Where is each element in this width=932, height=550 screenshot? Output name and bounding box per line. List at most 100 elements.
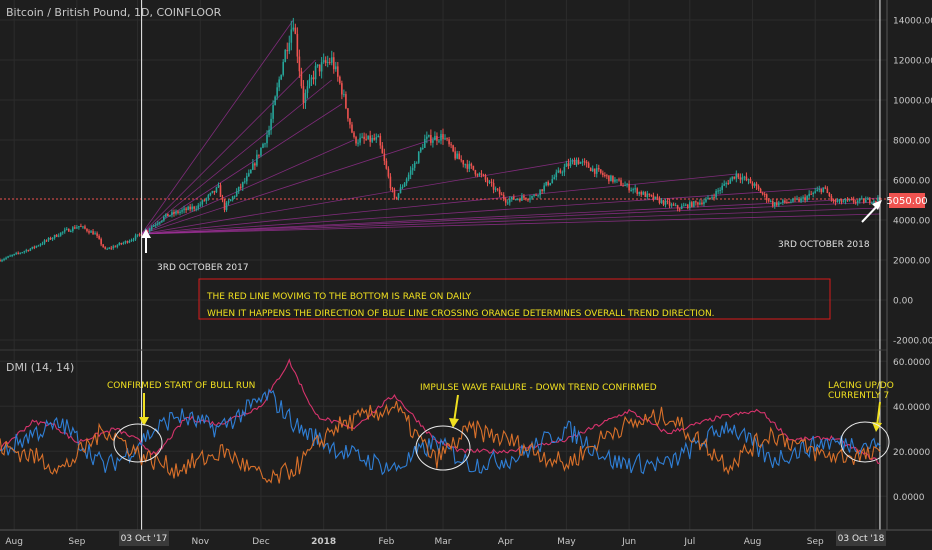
fan-line xyxy=(141,103,343,235)
candle-body xyxy=(424,138,426,148)
time-tick-label: Sep xyxy=(68,537,85,547)
candle-body xyxy=(660,200,663,203)
candle-body xyxy=(830,196,833,200)
candle-body xyxy=(268,129,270,135)
candle-body xyxy=(339,76,341,84)
candle-body xyxy=(860,198,863,200)
candle-body xyxy=(850,199,853,201)
candle-body xyxy=(11,255,13,257)
candle-body xyxy=(156,223,159,225)
candle-body xyxy=(213,190,216,193)
time-tick-label: Jun xyxy=(621,537,636,547)
price-axis-labels[interactable]: -2000.00 0.00 2000.00 4000.00 6000.00 8000.00… xyxy=(893,17,932,347)
candle-body xyxy=(193,206,195,209)
time-axis-labels[interactable]: Aug Sep Nov Dec 2018 Feb Mar Apr May Jun Jul Aug Sep xyxy=(5,537,824,547)
candle-body xyxy=(589,167,592,172)
candle-body xyxy=(185,208,187,211)
candle-body xyxy=(703,201,705,205)
candle-body xyxy=(359,137,361,143)
candle-body xyxy=(306,86,309,93)
candle-body xyxy=(318,64,321,72)
candle-body xyxy=(409,170,412,175)
candle-body xyxy=(474,170,477,175)
candle-body xyxy=(377,135,380,138)
candle-body xyxy=(755,183,758,187)
candle-body xyxy=(37,245,40,247)
candle-body xyxy=(448,139,450,145)
candle-body xyxy=(523,195,525,198)
candle-body xyxy=(527,199,529,201)
candle-body xyxy=(618,179,620,181)
candle-body xyxy=(187,206,189,211)
price-tick-label: 0.00 xyxy=(893,297,913,307)
candle-body xyxy=(90,231,92,233)
candle-body xyxy=(201,200,204,205)
candle-body xyxy=(504,199,507,203)
candle-body xyxy=(743,176,746,178)
candle-body xyxy=(92,231,94,235)
candle-body xyxy=(154,224,157,226)
candle-body xyxy=(838,199,841,202)
candle-body xyxy=(163,216,165,221)
candle-body xyxy=(693,201,695,207)
candle-body xyxy=(351,124,353,133)
candle-body xyxy=(735,173,738,179)
candle-body xyxy=(488,181,491,183)
candle-body xyxy=(397,193,400,199)
candle-body xyxy=(189,206,191,210)
time-tick-label: Mar xyxy=(435,537,452,547)
candle-body xyxy=(567,163,570,166)
candle-body xyxy=(207,195,210,199)
circle-lacing xyxy=(840,421,890,463)
candle-body xyxy=(553,177,556,180)
time-tick-label: Aug xyxy=(744,537,762,547)
candle-body xyxy=(334,66,337,70)
candle-body xyxy=(672,204,675,206)
time-tick-label: Feb xyxy=(378,537,394,547)
candle-body xyxy=(353,132,355,137)
candle-body xyxy=(664,200,667,205)
candle-body xyxy=(541,189,543,192)
candle-body xyxy=(413,162,416,168)
candle-body xyxy=(658,197,661,203)
candle-body xyxy=(276,87,278,97)
candle-body xyxy=(604,175,606,177)
candle-body xyxy=(517,199,519,201)
candle-body xyxy=(9,255,11,257)
dmi-axis-labels[interactable]: 0.0000 20.0000 40.0000 60.0000 xyxy=(893,358,930,503)
candle-body xyxy=(442,133,444,140)
candle-body xyxy=(17,252,20,254)
candle-body xyxy=(852,199,855,203)
candle-body xyxy=(233,196,236,198)
candle-body xyxy=(749,179,752,184)
candle-body xyxy=(634,188,636,190)
candle-body xyxy=(727,183,730,185)
candle-body xyxy=(525,197,527,200)
candle-body xyxy=(308,79,311,87)
candle-body xyxy=(610,175,612,182)
candle-body xyxy=(328,61,331,63)
candle-body xyxy=(292,27,295,30)
candle-body xyxy=(486,179,489,183)
candle-body xyxy=(61,231,64,233)
date-markers xyxy=(141,0,881,530)
candle-body xyxy=(116,245,119,247)
candle-body xyxy=(239,186,242,188)
dmi-tick-label: 40.0000 xyxy=(893,403,930,413)
candle-body xyxy=(284,50,287,62)
chart-title: Bitcoin / British Pound, 1D, COINFLOOR xyxy=(6,6,222,19)
candle-body xyxy=(842,201,845,203)
candle-body xyxy=(49,237,52,240)
candle-body xyxy=(561,172,564,174)
candle-body xyxy=(816,189,819,192)
candle-body xyxy=(822,187,825,193)
circle-bull xyxy=(113,423,163,463)
candle-body xyxy=(438,140,440,142)
candle-body xyxy=(498,189,501,195)
candle-body xyxy=(753,183,756,186)
candle-body xyxy=(519,199,521,201)
candle-body xyxy=(415,162,418,164)
candle-body xyxy=(470,163,473,166)
